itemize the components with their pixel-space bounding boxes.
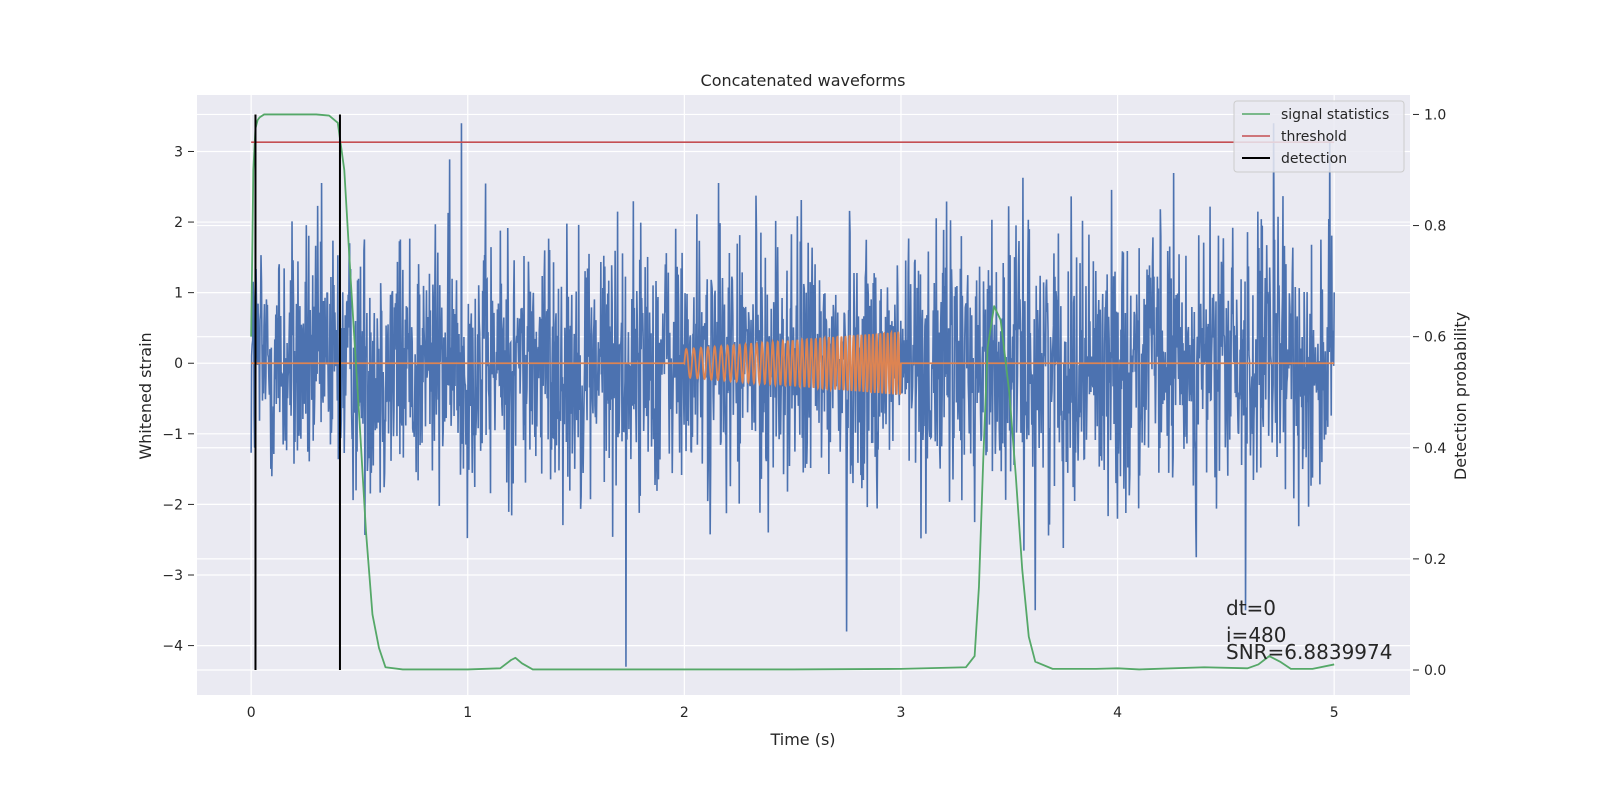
series-layer [250,113,1335,671]
legend-label-threshold: threshold [1281,129,1347,145]
annotation-dt: dt=0 [1226,596,1276,620]
ticks: 0 1 2 3 4 5 3 2 1 0 −1 −2 −3 −4 1.0 0.8 0.6 0.4 0.2 0.0 [162,107,1446,721]
y-tick-label-left: −1 [162,427,183,443]
x-axis-label: Time (s) [769,730,835,749]
y-tick-label-left: 3 [174,144,183,160]
y-tick-label-right: 0.4 [1424,441,1446,457]
y-tick-label-right: 1.0 [1424,107,1446,123]
y-tick-label-left: −4 [162,639,183,655]
legend-label-detection: detection [1281,151,1347,167]
y-tick-label-left: 1 [174,286,183,302]
legend-label-signal-statistics: signal statistics [1281,107,1389,123]
y-tick-label-right: 0.0 [1424,663,1446,679]
x-tick-label: 3 [897,705,906,721]
y-tick-label-right: 0.8 [1424,219,1446,235]
annotation-snr: SNR=6.8839974 [1226,640,1392,664]
x-tick-label: 2 [680,705,689,721]
chart-title: Concatenated waveforms [701,71,906,90]
y-axis-label-left: Whitened strain [136,332,155,459]
x-tick-label: 1 [463,705,472,721]
x-tick-label: 5 [1330,705,1339,721]
legend: signal statistics threshold detection [1233,100,1405,173]
x-tick-label: 0 [247,705,256,721]
y-tick-label-left: 2 [174,215,183,231]
y-tick-label-left: −2 [162,497,183,513]
annotation-i: i=480 [1226,623,1287,647]
series-whitened-strain [250,123,1335,667]
y-tick-label-left: −3 [162,568,183,584]
y-tick-label-left: 0 [174,356,183,372]
series-signal-statistics [250,113,1335,671]
y-tick-label-right: 0.6 [1424,330,1446,346]
series-injected-chirp [251,329,1335,395]
x-tick-label: 4 [1113,705,1122,721]
y-axis-label-right: Detection probability [1451,312,1470,480]
legend-box [1233,100,1405,173]
y-tick-label-right: 0.2 [1424,552,1446,568]
annotations: dt=0 i=480 SNR=6.8839974 [1226,596,1392,664]
